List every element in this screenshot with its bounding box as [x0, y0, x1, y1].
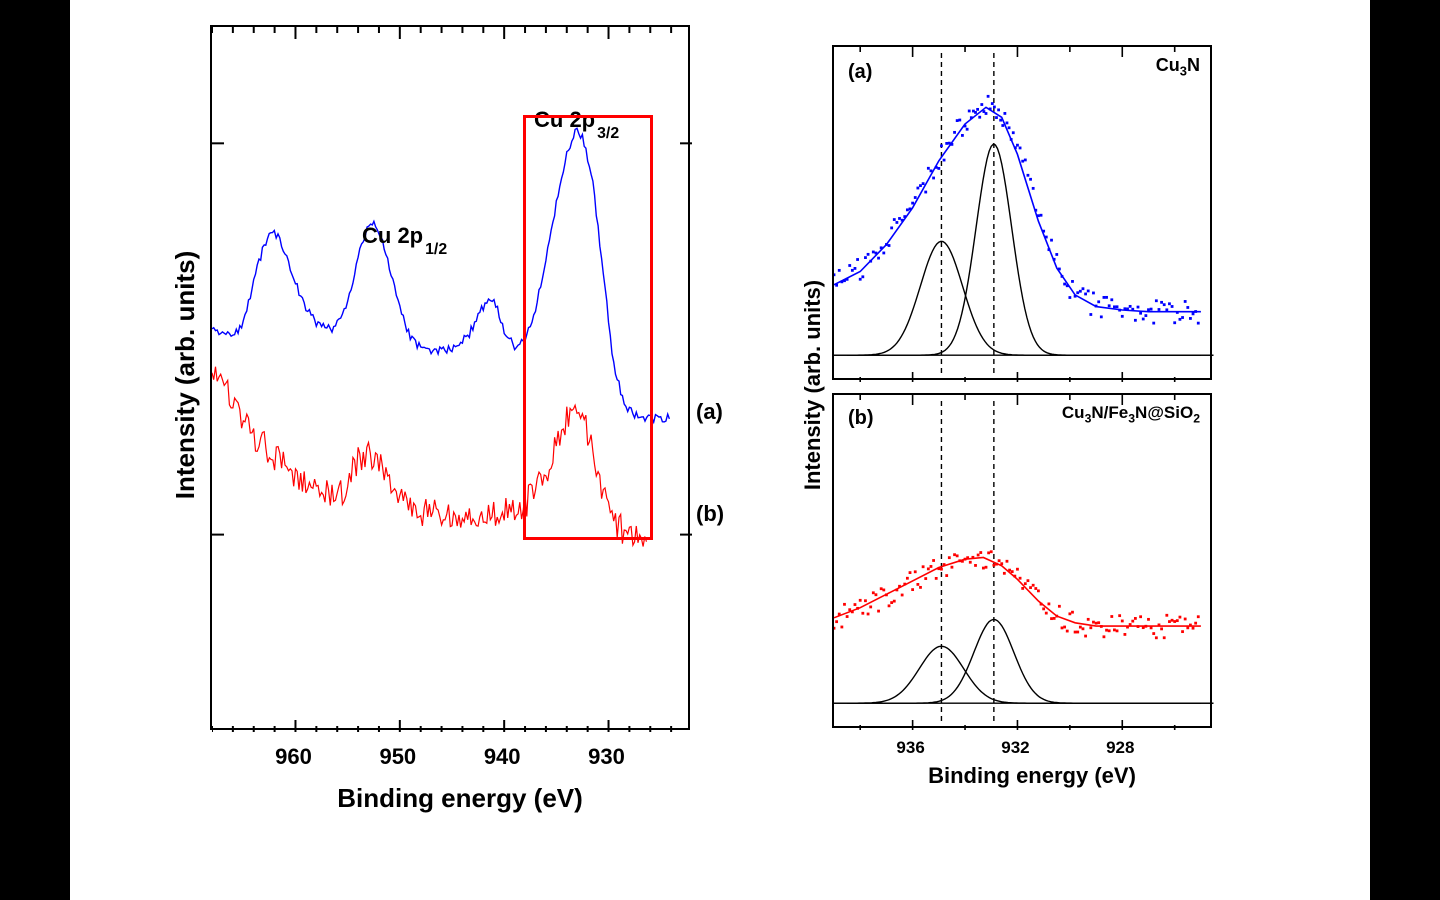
peak-label-cu2p12: Cu 2p1/2 — [362, 223, 445, 253]
peak-label-cu2p12-sub: 1/2 — [425, 241, 447, 258]
right-xtick-936: 936 — [889, 738, 933, 758]
panel-a-label: (a) — [848, 61, 872, 84]
right-xlabel: Binding energy (eV) — [902, 763, 1162, 789]
right-ylabel: Intensity (arb. units) — [800, 215, 826, 555]
right-plot-frame-b: (b) Cu3N/Fe3N@SiO2 — [832, 393, 1212, 728]
figure-canvas: Cu 2p1/2 Cu 2p3/2 (a) (b) 960950940930 I… — [70, 0, 1370, 900]
right-plot-svg-a — [834, 47, 1214, 382]
series-label-a: (a) — [696, 399, 723, 425]
right-plot-svg-b — [834, 395, 1214, 730]
highlight-box — [523, 115, 653, 539]
left-xtick-960: 960 — [268, 744, 318, 770]
right-xtick-932: 932 — [993, 738, 1037, 758]
left-xlabel: Binding energy (eV) — [310, 783, 610, 814]
panel-b-label: (b) — [848, 407, 874, 430]
left-xps-panel: Cu 2p1/2 Cu 2p3/2 (a) (b) 960950940930 I… — [210, 25, 740, 845]
left-xtick-950: 950 — [373, 744, 423, 770]
right-detail-panel: (a) Cu3N (b) Cu3N/Fe3N@SiO2 936932928 In… — [832, 45, 1262, 815]
left-xtick-930: 930 — [582, 744, 632, 770]
right-plot-frame-a: (a) Cu3N — [832, 45, 1212, 380]
left-ylabel: Intensity (arb. units) — [170, 190, 201, 560]
panel-a-title: Cu3N — [1156, 55, 1200, 79]
series-label-b: (b) — [696, 501, 724, 527]
peak-label-cu2p12-main: Cu 2p — [362, 223, 423, 248]
left-xtick-940: 940 — [477, 744, 527, 770]
panel-b-title: Cu3N/Fe3N@SiO2 — [1062, 403, 1200, 425]
right-xtick-928: 928 — [1098, 738, 1142, 758]
